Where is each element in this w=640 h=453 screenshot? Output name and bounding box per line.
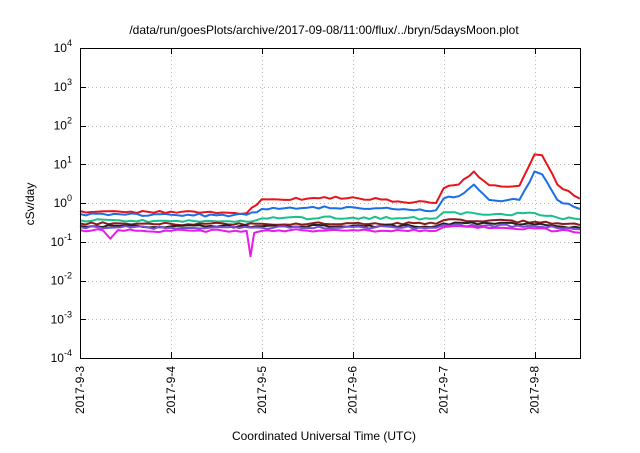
y-tick-exponent: -1 [64,232,72,242]
y-tick-base: 10 [51,351,65,365]
x-tick-label: 2017-9-8 [528,366,542,414]
y-tick-exponent: 3 [67,77,72,87]
series-line-7 [79,224,581,258]
y-tick-label: 102 [54,116,72,133]
y-tick-label: 104 [54,38,72,55]
y-tick-base: 10 [54,157,68,171]
chart-title: /data/run/goesPlots/archive/2017-09-08/1… [129,23,519,37]
series-line-3 [79,211,581,223]
series-line-4 [79,218,581,227]
grid-lines [80,48,580,358]
y-tick-label: 10-2 [51,271,72,288]
y-tick-label: 103 [54,77,72,94]
y-tick-label: 101 [54,154,72,171]
y-tick-label: 10-3 [51,309,72,326]
y-tick-base: 10 [54,196,68,210]
x-tick-label: 2017-9-5 [255,366,269,414]
y-tick-base: 10 [51,235,65,249]
x-tick-label: 2017-9-4 [164,366,178,414]
y-tick-label: 10-1 [51,232,72,249]
y-tick-base: 10 [51,312,65,326]
y-tick-base: 10 [51,274,65,288]
y-tick-exponent: -4 [64,348,72,358]
x-axis-title: Coordinated Universal Time (UTC) [232,429,416,443]
y-tick-exponent: -2 [64,271,72,281]
plot-frame [80,48,581,359]
y-tick-label: 10-4 [51,348,72,365]
y-tick-exponent: 0 [67,193,72,203]
y-tick-base: 10 [54,119,68,133]
x-tick-label: 2017-9-3 [73,366,87,414]
series-lines [79,153,581,258]
y-axis-title: cSv/day [23,183,37,226]
y-tick-exponent: -3 [64,309,72,319]
x-tick-label: 2017-9-7 [437,366,451,414]
x-tick-label: 2017-9-6 [346,366,360,414]
y-tick-base: 10 [54,41,68,55]
y-tick-label: 100 [54,193,72,210]
series-line-6 [79,223,581,231]
y-tick-exponent: 1 [67,154,72,164]
series-line-2 [79,170,581,218]
series-line-1 [79,153,581,215]
y-tick-base: 10 [54,80,68,94]
y-tick-exponent: 4 [67,38,72,48]
y-tick-exponent: 2 [67,116,72,126]
